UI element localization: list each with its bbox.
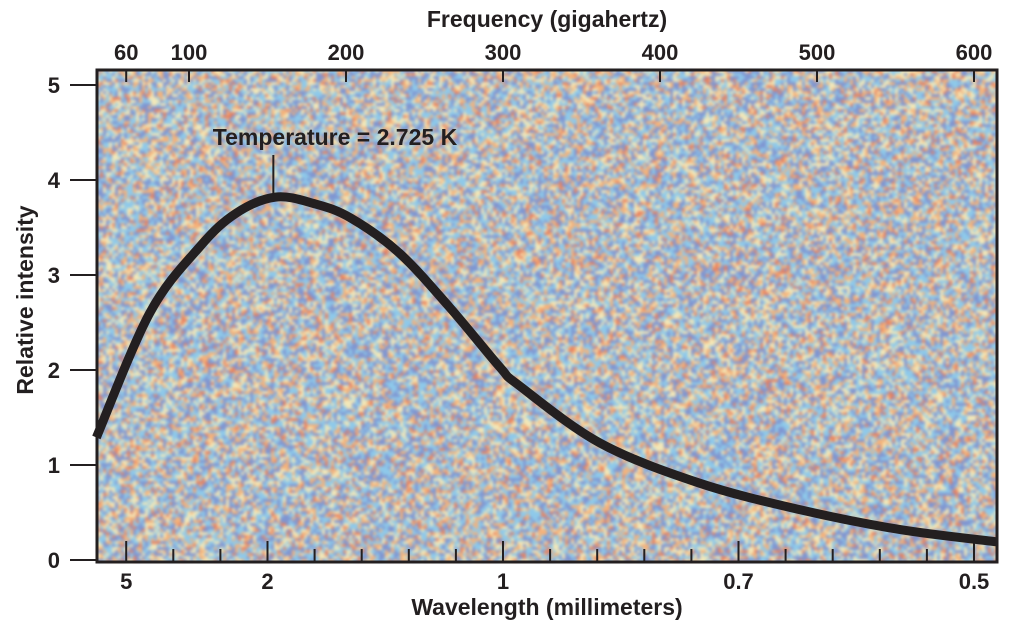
y-tick-label: 1 — [48, 453, 60, 478]
bottom-tick-label: 2 — [261, 569, 273, 594]
y-tick-label: 0 — [48, 548, 60, 573]
y-tick-label: 5 — [48, 73, 60, 98]
y-tick-label: 2 — [48, 358, 60, 383]
bottom-tick-label: 0.7 — [723, 569, 754, 594]
top-tick-label: 400 — [642, 40, 679, 65]
bottom-tick-label: 1 — [497, 569, 509, 594]
y-tick-label: 3 — [48, 263, 60, 288]
bottom-tick-label: 5 — [120, 569, 132, 594]
y-tick-label: 4 — [48, 168, 61, 193]
top-axis-title: Frequency (gigahertz) — [427, 6, 667, 32]
top-tick-label: 200 — [328, 40, 365, 65]
top-tick-label: 60 — [114, 40, 138, 65]
annotation-label: Temperature = 2.725 K — [213, 124, 458, 150]
top-tick-label: 100 — [171, 40, 208, 65]
bottom-tick-label: 0.5 — [959, 569, 990, 594]
plot-frame — [95, 68, 999, 564]
top-tick-label: 300 — [485, 40, 522, 65]
cmb-noise-background — [97, 70, 997, 562]
top-tick-label: 500 — [799, 40, 836, 65]
y-axis-title: Relative intensity — [12, 205, 38, 394]
bottom-axis-title: Wavelength (millimeters) — [411, 594, 682, 620]
intensity-curve — [92, 192, 999, 547]
top-tick-label: 600 — [956, 40, 993, 65]
